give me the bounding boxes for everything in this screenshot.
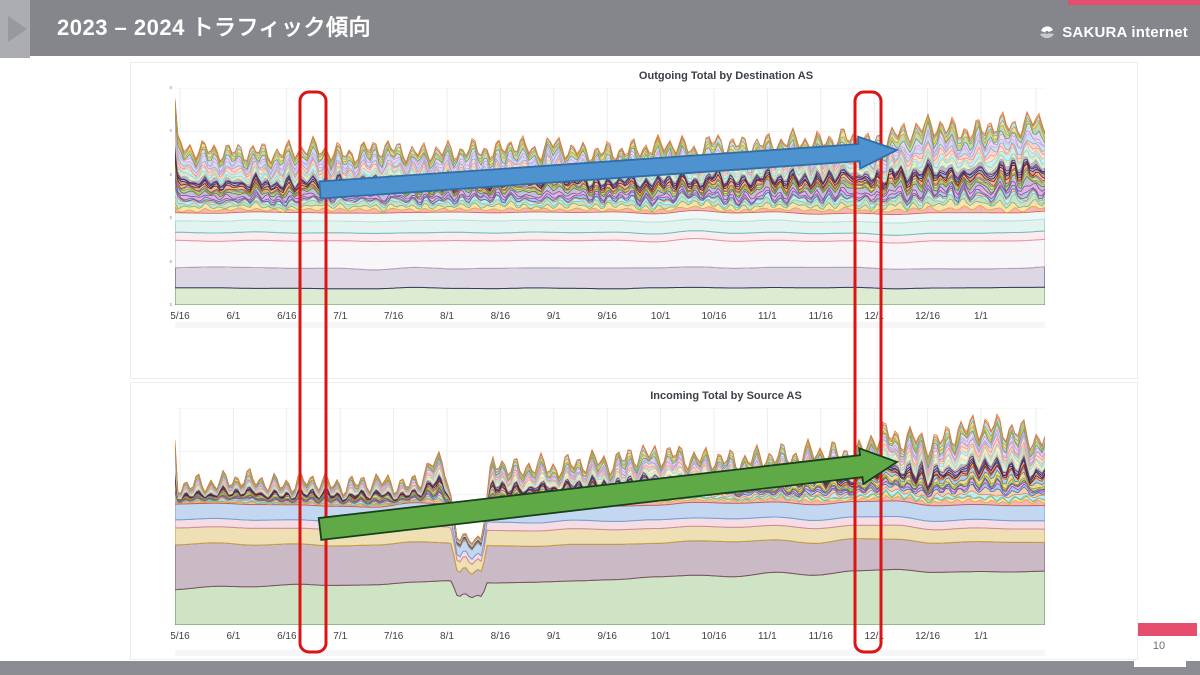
incoming-x-tick-label: 8/1 [440,631,454,642]
outgoing-x-tick-label: 6/16 [277,311,297,322]
outgoing-y-tick-label: s [169,85,173,91]
outgoing-x-tick-label: 9/1 [546,311,561,322]
outgoing-x-tick-label: 5/16 [170,311,190,322]
outgoing-axis-strip [175,322,1045,328]
outgoing-x-tick-label: 10/1 [650,311,671,322]
outgoing-y-tick-label: s [169,215,173,222]
outgoing-x-tick-label: 12/1 [864,311,884,322]
brand-name: SAKURA internet [1062,23,1188,41]
incoming-x-tick-label: 8/16 [490,631,511,642]
outgoing-x-tick-label: 11/16 [808,311,833,322]
incoming-x-tick-label: 5/16 [170,631,190,642]
outgoing-y-tick-label: s [169,302,173,308]
brand-logo: SAKURA internet [1037,22,1188,42]
incoming-x-tick-label: 6/16 [277,631,297,642]
sakura-flower-icon [1037,22,1057,42]
incoming-x-tick-label: 12/16 [915,631,941,642]
outgoing-x-tick-label: 7/1 [333,311,348,322]
outgoing-y-tick-label: s [169,258,173,265]
header-bar [30,0,1200,56]
outgoing-y-tick-label: s [169,171,173,178]
outgoing-chart-title: Outgoing Total by Destination AS [638,70,814,82]
footer-bar [0,661,1200,675]
outgoing-chart-canvas [175,88,1045,305]
footer-notch [1134,661,1186,667]
outgoing-x-tick-label: 6/1 [226,311,241,322]
incoming-x-tick-label: 9/16 [597,631,617,642]
incoming-x-tick-label: 9/1 [546,631,561,642]
incoming-x-tick-label: 7/1 [333,631,348,642]
incoming-x-tick-label: 6/1 [226,631,241,642]
outgoing-x-tick-label: 12/16 [915,311,941,322]
outgoing-x-tick-label: 1/1 [974,311,988,322]
incoming-x-tick-label: 12/1 [864,631,884,642]
incoming-axis-strip [175,650,1045,656]
incoming-chart-canvas [175,408,1045,625]
outgoing-x-tick-label: 8/1 [440,311,454,322]
outgoing-x-tick-label: 11/1 [758,311,777,322]
incoming-x-tick-label: 11/1 [758,631,777,642]
top-accent-bar [1068,0,1200,5]
incoming-x-tick-label: 1/1 [974,631,988,642]
bottom-accent-bar [1138,623,1197,636]
incoming-x-tick-label: 10/1 [650,631,671,642]
outgoing-y-tick-label: s [169,128,173,135]
slide-title: 2023 – 2024 トラフィック傾向 [57,15,372,40]
outgoing-x-tick-label: 8/16 [490,311,511,322]
incoming-x-tick-label: 10/16 [701,631,727,642]
incoming-chart-title: Incoming Total by Source AS [650,390,802,402]
incoming-x-tick-label: 7/16 [383,631,404,642]
page-number: 10 [1152,640,1166,652]
outgoing-x-tick-label: 10/16 [701,311,727,322]
incoming-x-tick-label: 11/16 [808,631,833,642]
outgoing-x-tick-label: 9/16 [597,311,617,322]
outgoing-x-tick-label: 7/16 [383,311,404,322]
